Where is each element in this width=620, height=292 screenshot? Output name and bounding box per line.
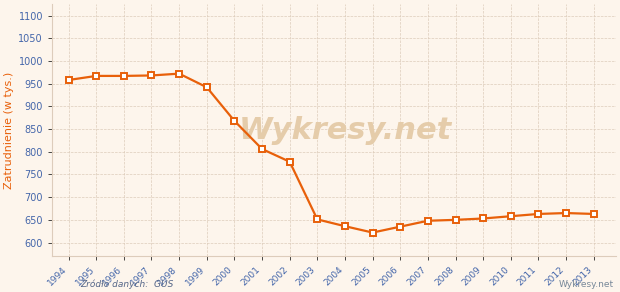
Y-axis label: Zatrudnienie (w tys.): Zatrudnienie (w tys.) bbox=[4, 72, 14, 189]
Text: Wykresy.net: Wykresy.net bbox=[239, 116, 452, 145]
Text: Wykresy.net: Wykresy.net bbox=[559, 280, 614, 289]
Text: Żródło danych:  GUS: Żródło danych: GUS bbox=[81, 279, 174, 289]
